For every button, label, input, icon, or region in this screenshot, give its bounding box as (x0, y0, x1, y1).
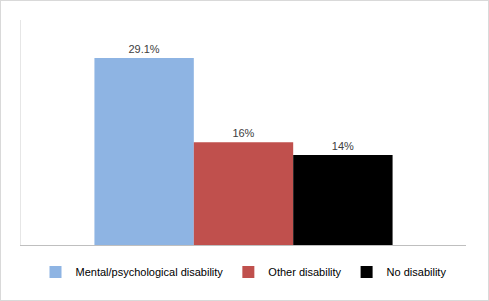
svg-text:14%: 14% (332, 140, 354, 152)
svg-text:Mental/psychological disabilit: Mental/psychological disability (76, 266, 224, 278)
svg-text:No disability: No disability (387, 266, 447, 278)
svg-text:29.1%: 29.1% (128, 43, 159, 55)
svg-text:Other disability: Other disability (268, 266, 341, 278)
svg-text:16%: 16% (232, 127, 254, 139)
